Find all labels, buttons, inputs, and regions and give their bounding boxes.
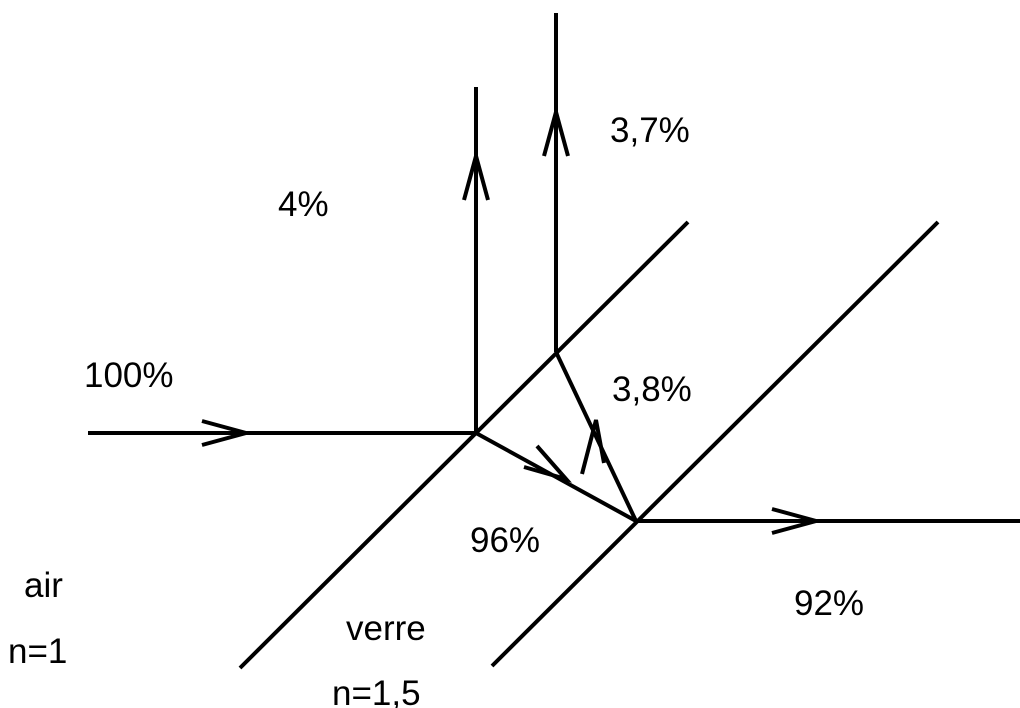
first-reflection-label: 4% <box>278 185 329 224</box>
final-transmitted-label: 92% <box>794 584 864 623</box>
internal-reflected-ray-arrowhead <box>580 419 606 475</box>
glass-medium-label: verre <box>346 609 426 648</box>
air-index-label: n=1 <box>8 632 67 671</box>
internal-reflected-ray <box>554 351 638 522</box>
internal-reflection-label: 3,8% <box>612 370 692 409</box>
first-reflected-ray-arrowhead <box>462 148 490 201</box>
transmitted-into-glass-label: 96% <box>470 521 540 560</box>
second-exit-ray-arrowhead <box>542 104 570 157</box>
first-interface-line <box>238 220 690 670</box>
incident-intensity-label: 100% <box>84 356 174 395</box>
glass-index-label: n=1,5 <box>332 674 421 708</box>
second-interface-line <box>490 220 940 668</box>
refracted-ray-arrowhead <box>523 444 572 483</box>
transmitted-ray-arrowhead <box>771 507 824 535</box>
air-medium-label: air <box>24 566 63 605</box>
second-exit-reflection-label: 3,7% <box>610 111 690 150</box>
incident-ray-arrowhead <box>201 419 254 447</box>
